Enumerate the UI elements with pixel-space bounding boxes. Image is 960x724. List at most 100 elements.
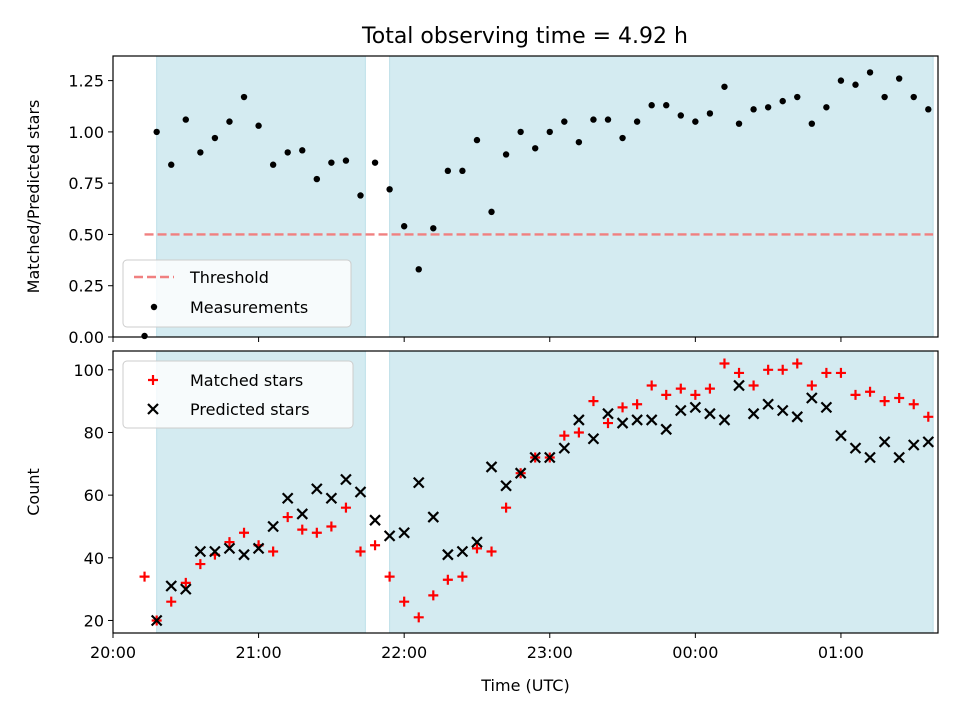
matched-star-point bbox=[224, 537, 235, 548]
matched-star-point bbox=[180, 577, 191, 588]
measurement-point bbox=[852, 81, 859, 88]
measurement-point bbox=[211, 134, 219, 142]
measurement-point bbox=[575, 138, 583, 146]
matched-star-point bbox=[559, 430, 570, 441]
x-tick-label: 20:00 bbox=[90, 643, 136, 662]
measurement-point bbox=[633, 118, 641, 125]
legend-measurement-swatch bbox=[150, 303, 158, 311]
measurement-point bbox=[459, 167, 466, 175]
y-tick-label: 80 bbox=[84, 423, 104, 442]
measurement-point bbox=[764, 104, 772, 111]
measurement-point bbox=[779, 97, 786, 105]
predicted-star-point bbox=[281, 492, 294, 505]
predicted-star-point bbox=[747, 407, 760, 420]
matched-star-point bbox=[894, 393, 905, 403]
matched-star-point bbox=[821, 367, 832, 378]
figure-title: Total observing time = 4.92 h bbox=[361, 24, 688, 49]
matched-star-point bbox=[501, 502, 512, 513]
measurement-point bbox=[141, 332, 148, 340]
measurement-point bbox=[182, 116, 189, 123]
predicted-star-point bbox=[762, 398, 774, 411]
measurement-point bbox=[910, 93, 917, 101]
matched-star-point bbox=[661, 389, 672, 400]
measurement-point bbox=[750, 106, 757, 113]
predicted-star-point bbox=[704, 407, 716, 420]
matched-star-point bbox=[297, 524, 308, 535]
predicted-star-point bbox=[354, 486, 367, 498]
measurement-point bbox=[721, 83, 728, 90]
predicted-star-point bbox=[529, 451, 541, 464]
predicted-star-point bbox=[835, 429, 847, 442]
measurement-point bbox=[415, 266, 422, 273]
predicted-star-point bbox=[645, 414, 658, 426]
measurement-point bbox=[619, 134, 626, 142]
legend-threshold-label: Threshold bbox=[189, 268, 269, 287]
measurement-point bbox=[546, 128, 553, 136]
measurement-point bbox=[866, 69, 874, 76]
measurement-point bbox=[386, 186, 393, 193]
matched-star-point bbox=[748, 380, 759, 391]
x-tick-label: 01:00 bbox=[818, 643, 864, 662]
predicted-star-point bbox=[543, 451, 556, 464]
legend-box bbox=[122, 259, 352, 328]
matched-star-point bbox=[399, 596, 410, 607]
legend-predicted-label: Predicted stars bbox=[190, 400, 310, 419]
matched-star-point bbox=[617, 402, 628, 413]
predicted-star-point bbox=[194, 545, 207, 558]
observing-window-2 bbox=[389, 351, 934, 633]
legend-measurement-label: Measurements bbox=[190, 298, 308, 317]
measurement-point bbox=[342, 157, 350, 164]
predicted-star-point bbox=[340, 473, 352, 486]
measurement-point bbox=[473, 136, 481, 144]
measurement-point bbox=[895, 75, 903, 82]
measurement-point bbox=[168, 161, 175, 168]
measurement-point bbox=[313, 175, 321, 183]
axes-frame bbox=[112, 350, 939, 634]
measurement-point bbox=[692, 118, 699, 125]
matched-star-point bbox=[835, 367, 846, 378]
matched-star-point bbox=[457, 571, 468, 582]
measurement-point bbox=[197, 149, 204, 156]
y-axis-label: Matched/Predicted stars bbox=[24, 100, 43, 294]
predicted-star-point bbox=[893, 451, 905, 464]
matched-star-point bbox=[471, 543, 482, 554]
matched-star-point bbox=[777, 364, 788, 375]
predicted-star-point bbox=[325, 492, 338, 505]
x-tick-label: 23:00 bbox=[527, 643, 573, 662]
y-tick-label: 0.50 bbox=[68, 225, 104, 244]
matched-star-point bbox=[268, 546, 279, 557]
matched-star-point bbox=[139, 571, 150, 582]
predicted-star-point bbox=[922, 436, 935, 448]
matched-star-point bbox=[195, 559, 206, 570]
predicted-star-point bbox=[383, 530, 396, 542]
y-tick-label: 0.00 bbox=[68, 328, 104, 347]
matched-star-point bbox=[166, 596, 177, 607]
matched-star-point bbox=[340, 502, 351, 513]
predicted-star-point bbox=[587, 432, 600, 445]
matched-star-point bbox=[850, 389, 861, 400]
predicted-star-point bbox=[718, 414, 731, 426]
measurement-point bbox=[561, 118, 568, 125]
measurement-point bbox=[226, 118, 233, 125]
legend-predicted-swatch bbox=[147, 403, 159, 415]
predicted-star-point bbox=[238, 548, 250, 561]
matched-star-point bbox=[734, 367, 745, 378]
measurement-point bbox=[706, 110, 714, 117]
predicted-star-point bbox=[223, 542, 236, 555]
predicted-star-point bbox=[485, 461, 498, 473]
measurement-point bbox=[590, 116, 597, 123]
measurement-point bbox=[255, 122, 262, 129]
predicted-star-point bbox=[907, 439, 920, 451]
measurement-point bbox=[925, 106, 932, 113]
legend-box bbox=[122, 360, 354, 429]
matched-star-point bbox=[806, 380, 817, 391]
predicted-star-point bbox=[864, 451, 876, 464]
matched-star-point bbox=[879, 396, 890, 407]
predicted-star-point bbox=[849, 442, 862, 454]
predicted-star-point bbox=[689, 401, 702, 414]
matched-star-point bbox=[573, 427, 584, 438]
y-tick-label: 1.25 bbox=[68, 72, 104, 91]
measurement-point bbox=[400, 223, 408, 230]
predicted-star-point bbox=[252, 542, 265, 555]
y-tick-label: 60 bbox=[84, 486, 104, 505]
